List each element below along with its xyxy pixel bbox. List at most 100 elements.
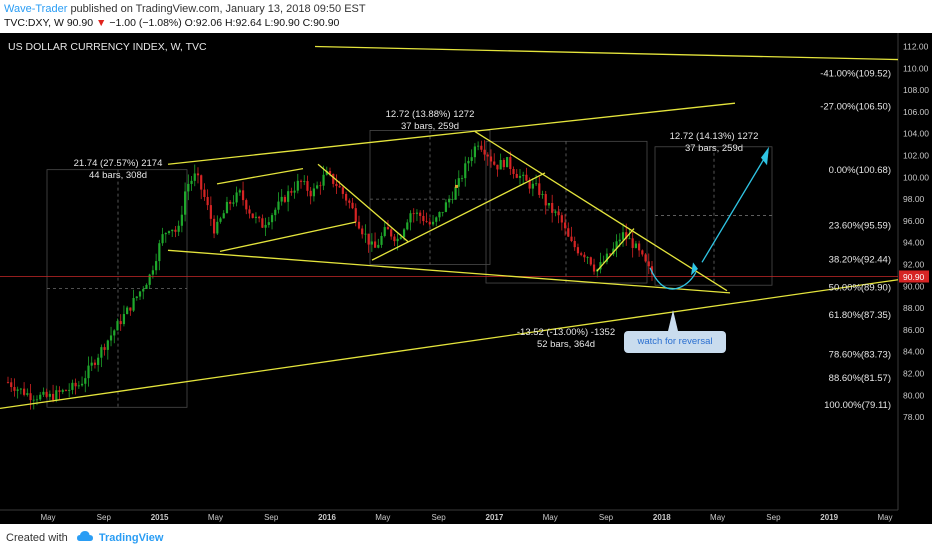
candle-body bbox=[225, 201, 229, 214]
candle-body bbox=[541, 194, 544, 195]
candle-body bbox=[583, 254, 586, 258]
candle-body bbox=[525, 174, 528, 181]
candle-body bbox=[19, 388, 22, 390]
author-link[interactable]: Wave-Trader bbox=[4, 3, 68, 15]
tradingview-link[interactable]: TradingView bbox=[98, 531, 164, 544]
candle-body bbox=[441, 211, 444, 213]
candle-body bbox=[467, 160, 470, 164]
candle-body bbox=[119, 321, 122, 325]
candle-body bbox=[212, 218, 216, 234]
candle-body bbox=[16, 389, 19, 391]
candle-body bbox=[116, 321, 119, 331]
callout-bubble[interactable]: watch for reversal bbox=[624, 331, 726, 353]
candle-body bbox=[42, 391, 45, 395]
candle-body bbox=[55, 390, 58, 400]
candle-body bbox=[122, 314, 126, 325]
candle-body bbox=[486, 154, 489, 157]
price-change: −1.00 (−1.08%) bbox=[109, 17, 182, 29]
candle-body bbox=[528, 180, 531, 189]
candle-body bbox=[580, 253, 583, 255]
candle-body bbox=[135, 296, 138, 299]
candle-body bbox=[280, 196, 283, 202]
y-tick-label: 90.00 bbox=[903, 281, 925, 291]
candle-body bbox=[428, 221, 431, 225]
candle-body bbox=[158, 243, 161, 262]
candle-body bbox=[10, 382, 13, 388]
candle-body bbox=[209, 205, 212, 219]
candle-body bbox=[335, 183, 338, 187]
candle-body bbox=[190, 180, 193, 184]
candle-body bbox=[296, 180, 299, 191]
symbol-label: TVC:DXY, W bbox=[4, 17, 64, 29]
candle-body bbox=[551, 202, 554, 213]
fib-level-label: 0.00%(100.68) bbox=[829, 165, 891, 176]
candle-body bbox=[254, 216, 258, 218]
y-tick-label: 94.00 bbox=[903, 238, 925, 248]
fib-level-label: 50.00%(89.90) bbox=[829, 282, 891, 293]
candle-body bbox=[196, 173, 200, 176]
trendline-rise-2 bbox=[371, 172, 546, 261]
candle-body bbox=[638, 243, 641, 251]
candle-body bbox=[444, 202, 448, 212]
candle-body bbox=[615, 241, 618, 249]
candle-body bbox=[402, 229, 406, 238]
candle-body bbox=[415, 212, 419, 214]
candle-body bbox=[267, 222, 270, 225]
candle-body bbox=[438, 212, 441, 218]
down-arrow-icon: ▼ bbox=[96, 17, 107, 29]
candle-body bbox=[460, 178, 464, 179]
candle-body bbox=[80, 383, 84, 386]
candle-body bbox=[493, 161, 496, 165]
candle-body bbox=[129, 307, 132, 311]
projection-arrowhead bbox=[761, 146, 769, 166]
price-chart[interactable]: 112.00 110.00 108.00 106.00 104.00 102.00 100.… bbox=[0, 33, 932, 524]
candle-body bbox=[435, 217, 438, 222]
measurement-label: 12.72 (13.88%) 1272 bbox=[386, 109, 475, 120]
candle-body bbox=[180, 214, 183, 226]
candle-body bbox=[522, 174, 525, 176]
candle-body bbox=[576, 247, 580, 254]
candle-body bbox=[534, 183, 538, 185]
candle-body bbox=[563, 222, 567, 229]
candle-body bbox=[13, 387, 16, 391]
candle-body bbox=[245, 200, 248, 210]
chart-canvas[interactable]: 112.00 110.00 108.00 106.00 104.00 102.00 100.… bbox=[0, 33, 932, 524]
candle-body bbox=[473, 146, 476, 158]
tradingview-cloud-icon bbox=[76, 531, 93, 545]
measurement-bars-label: 37 bars, 259d bbox=[685, 143, 743, 154]
candle-body bbox=[61, 390, 64, 392]
candle-body bbox=[232, 202, 235, 204]
candle-body bbox=[361, 228, 364, 235]
candle-body bbox=[567, 228, 570, 237]
candle-body bbox=[383, 227, 386, 236]
candle-body bbox=[348, 200, 351, 203]
x-tick-label: Sep bbox=[97, 513, 112, 522]
y-tick-label: 82.00 bbox=[903, 369, 925, 379]
candle-body bbox=[258, 216, 261, 219]
candle-body bbox=[45, 391, 48, 397]
measurement-label: 21.74 (27.57%) 2174 bbox=[74, 158, 163, 169]
candle-body bbox=[328, 171, 332, 174]
candle-body bbox=[200, 175, 203, 190]
x-tick-label: 2018 bbox=[653, 513, 671, 522]
candle-body bbox=[145, 284, 148, 290]
candle-body bbox=[386, 227, 390, 230]
candle-body bbox=[103, 347, 106, 350]
candle-body bbox=[142, 289, 145, 292]
candle-body bbox=[431, 221, 435, 225]
x-tick-label: May bbox=[877, 513, 892, 522]
x-tick-label: Sep bbox=[431, 513, 446, 522]
candle-body bbox=[592, 264, 596, 272]
candle-body bbox=[219, 218, 222, 222]
last-price-tag-text: 90.90 bbox=[903, 272, 925, 282]
candle-body bbox=[174, 229, 177, 232]
candle-body bbox=[138, 291, 142, 297]
candle-body bbox=[641, 250, 644, 255]
x-tick-label: May bbox=[40, 513, 55, 522]
footer: Created with TradingView bbox=[0, 524, 932, 550]
fib-level-label: 78.60%(83.73) bbox=[829, 350, 891, 361]
candle-body bbox=[502, 160, 505, 168]
trendline-channel-upper bbox=[167, 102, 736, 165]
candle-body bbox=[512, 168, 515, 174]
candle-body bbox=[68, 389, 71, 391]
